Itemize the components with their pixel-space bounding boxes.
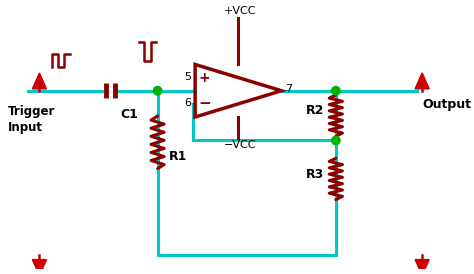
Text: 5: 5 bbox=[184, 72, 191, 82]
Text: R1: R1 bbox=[169, 150, 187, 163]
Polygon shape bbox=[32, 73, 46, 89]
Polygon shape bbox=[415, 73, 429, 89]
Text: C1: C1 bbox=[120, 108, 138, 121]
Text: R2: R2 bbox=[306, 104, 325, 118]
Text: +VCC: +VCC bbox=[224, 6, 256, 16]
Text: −VCC: −VCC bbox=[224, 141, 256, 150]
Text: Trigger
Input: Trigger Input bbox=[8, 105, 55, 134]
Text: 6: 6 bbox=[184, 98, 191, 108]
Text: Output: Output bbox=[422, 98, 471, 111]
Text: R3: R3 bbox=[306, 168, 325, 181]
Circle shape bbox=[332, 136, 340, 145]
Text: 7: 7 bbox=[285, 84, 292, 94]
Circle shape bbox=[332, 87, 340, 95]
Circle shape bbox=[154, 87, 162, 95]
Text: +: + bbox=[199, 71, 210, 85]
Polygon shape bbox=[32, 259, 46, 274]
Text: −: − bbox=[198, 96, 211, 111]
Polygon shape bbox=[415, 259, 429, 274]
